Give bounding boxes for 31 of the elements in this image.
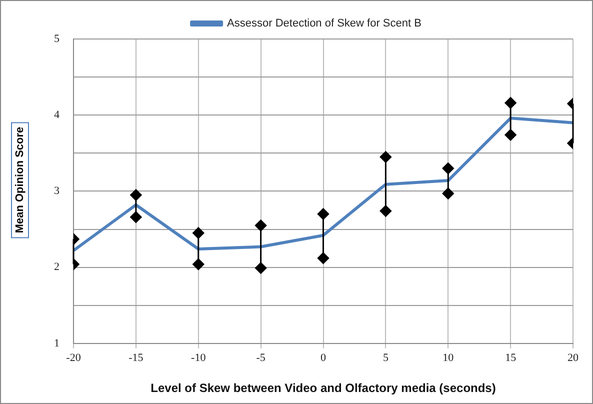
y-tick-label: 3 xyxy=(54,185,60,198)
point xyxy=(318,208,329,220)
y-tick-label: 5 xyxy=(54,32,60,45)
point xyxy=(130,212,142,223)
point xyxy=(130,190,142,201)
x-tick-label: 5 xyxy=(382,352,389,364)
y-axis-title: Mean Opinion Score xyxy=(11,122,29,238)
legend-label: Assessor Detection of Skew for Scent B xyxy=(227,18,422,30)
point xyxy=(442,162,454,174)
point xyxy=(380,205,392,216)
y-tick-label: 2 xyxy=(54,261,60,274)
point xyxy=(318,252,329,264)
point xyxy=(255,220,266,231)
y-tick-label: 1 xyxy=(54,337,60,350)
x-tick-label: -10 xyxy=(191,352,206,364)
point xyxy=(442,188,454,199)
x-tick-label: 0 xyxy=(320,352,326,364)
point xyxy=(380,151,392,162)
x-tick-label: -20 xyxy=(66,352,82,364)
y-tick-label: 4 xyxy=(54,108,60,121)
point xyxy=(255,262,266,274)
x-tick-label: -15 xyxy=(128,352,144,364)
point xyxy=(192,258,204,270)
x-tick-label: 20 xyxy=(568,352,579,364)
x-axis-title: Level of Skew between Video and Olfactory media (seconds) xyxy=(150,381,496,396)
point xyxy=(192,228,204,239)
x-tick-label: -5 xyxy=(256,352,266,364)
point xyxy=(505,97,516,108)
x-tick-label: 10 xyxy=(442,352,454,364)
point xyxy=(505,129,516,140)
x-tick-label: 15 xyxy=(505,352,517,364)
